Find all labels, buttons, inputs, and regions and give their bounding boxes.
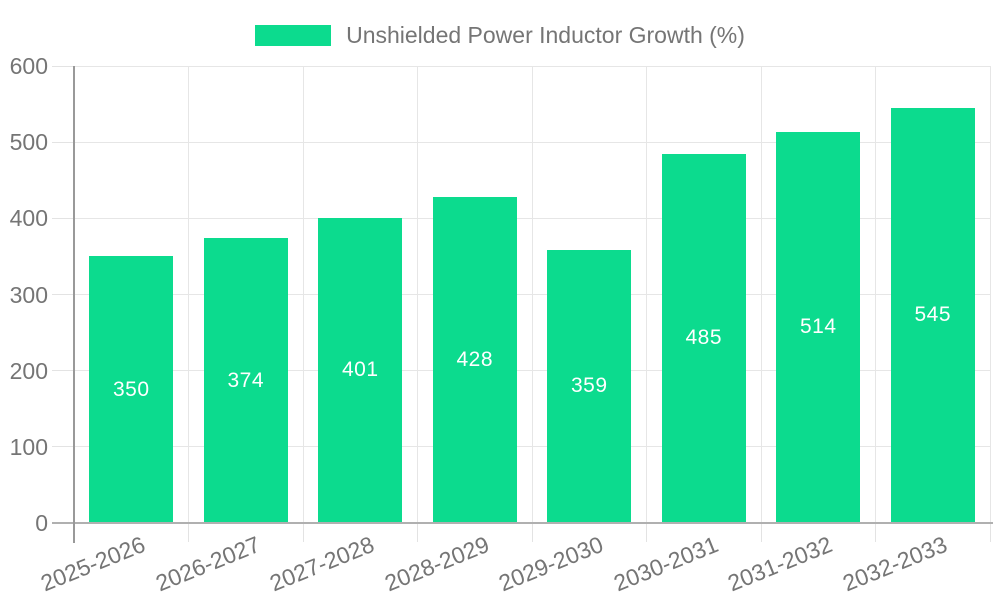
v-gridline: [531, 66, 533, 523]
x-axis-tick: [302, 523, 304, 542]
bar-value-label: 514: [799, 315, 837, 339]
bar-value-label: 545: [914, 303, 952, 327]
x-axis-tick: [417, 523, 418, 542]
v-gridline: [760, 66, 762, 523]
x-axis-label: 2026-2027: [151, 531, 264, 597]
y-axis-tick-label: 500: [9, 129, 48, 156]
x-axis-tick: [875, 523, 876, 542]
bar: 374: [203, 238, 288, 523]
y-axis-tick-label: 600: [9, 53, 48, 79]
bar-value-label: 359: [570, 374, 608, 398]
x-axis-label: 2031-2032: [724, 531, 836, 597]
legend-swatch: [255, 25, 332, 46]
v-gridline: [302, 66, 304, 523]
v-gridline: [188, 66, 189, 523]
y-axis-tick: [52, 141, 74, 143]
x-axis-label: 2032-2033: [838, 531, 951, 597]
x-axis-tick: [646, 523, 647, 542]
y-axis-tick-label: 100: [9, 433, 48, 460]
v-gridline: [417, 66, 418, 523]
v-gridline: [989, 66, 991, 523]
y-axis-tick: [52, 370, 74, 372]
bar-value-label: 350: [112, 377, 150, 401]
bar: 545: [890, 107, 975, 523]
x-axis-tick: [531, 523, 533, 542]
bar-value-label: 485: [685, 326, 723, 350]
x-axis-label: 2028-2029: [380, 531, 493, 597]
y-axis-tick-label: 0: [35, 510, 48, 536]
y-axis-tick-label: 200: [9, 357, 48, 384]
v-gridline: [875, 66, 876, 523]
x-axis-label: 2027-2028: [266, 531, 378, 597]
legend-label: Unshielded Power Inductor Growth (%): [346, 22, 745, 48]
y-axis-tick: [52, 65, 74, 67]
y-axis-tick-label: 300: [9, 281, 48, 308]
x-axis-tick: [188, 523, 189, 542]
bar: 359: [547, 249, 632, 523]
legend: Unshielded Power Inductor Growth (%): [0, 22, 1000, 49]
bar: 401: [318, 217, 403, 523]
x-axis-line: [52, 522, 993, 524]
y-axis-tick: [52, 217, 74, 219]
bar-value-label: 428: [456, 347, 494, 371]
y-axis-tick: [52, 446, 74, 448]
bar: 514: [776, 131, 861, 523]
x-axis-label: 2029-2030: [495, 531, 607, 597]
x-axis-label: 2030-2031: [609, 531, 722, 597]
y-axis-tick: [52, 294, 74, 295]
bar: 428: [432, 197, 517, 523]
x-axis-tick: [760, 523, 762, 542]
y-axis-line: [73, 66, 75, 543]
bar-value-label: 401: [341, 358, 379, 382]
x-axis-tick: [989, 523, 991, 542]
bar: 485: [661, 153, 746, 523]
y-axis-tick-label: 400: [9, 205, 48, 232]
x-axis-label: 2025-2026: [37, 531, 149, 597]
bar: 350: [89, 256, 174, 523]
bar-value-label: 374: [227, 368, 265, 392]
v-gridline: [646, 66, 647, 523]
